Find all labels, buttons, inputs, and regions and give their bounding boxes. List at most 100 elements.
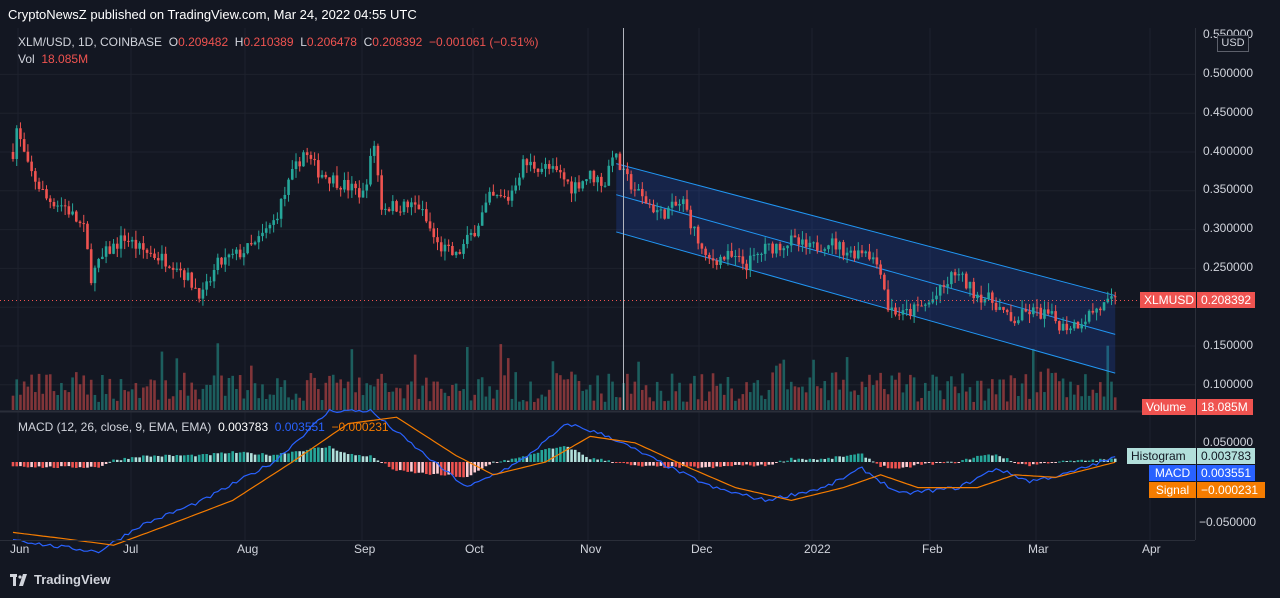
price-tick: 0.300000 [1203, 221, 1253, 235]
candle-body [432, 228, 436, 238]
volume-bar [551, 361, 555, 410]
volume-bar [227, 377, 231, 410]
histogram-bar [916, 462, 920, 464]
candle-body [26, 151, 30, 162]
volume-bar [101, 374, 104, 410]
tradingview-footer[interactable]: TradingView [10, 572, 110, 587]
candle-body [60, 205, 63, 207]
volume-bar [1069, 381, 1072, 410]
candle-body [253, 242, 257, 245]
candle-body [849, 250, 853, 253]
candle-body [924, 304, 927, 306]
histogram-bar [536, 452, 540, 462]
candle-body [875, 257, 879, 265]
symbol-legend[interactable]: XLM/USD, 1D, COINBASE O0.209482 H0.21038… [18, 35, 538, 49]
histogram-bar [708, 462, 711, 467]
histogram-bar [585, 456, 588, 462]
volume-bar [834, 372, 838, 410]
volume-bar [726, 376, 730, 410]
candle-body [395, 201, 398, 212]
candle-body [592, 170, 596, 183]
histogram-bar [82, 462, 86, 468]
histogram-bar [425, 462, 428, 475]
volume-bar [305, 380, 309, 410]
candle-body [104, 246, 108, 257]
candle-body [678, 204, 681, 206]
volume-bar [663, 401, 666, 410]
volume-bar [797, 387, 800, 410]
candle-body [890, 307, 894, 311]
time-label: Mar [1028, 542, 1049, 556]
volume-bar [1013, 378, 1016, 410]
candle-body [156, 258, 160, 261]
volume-bar [618, 397, 622, 410]
histogram-bar [856, 453, 860, 462]
symbol-name[interactable]: XLM/USD, 1D, COINBASE [18, 35, 163, 49]
volume-bar [168, 398, 171, 410]
volume-bar [696, 399, 700, 410]
candle-body [45, 189, 48, 199]
volume-bar [823, 381, 827, 410]
volume-bar [361, 395, 365, 410]
histogram-bar [253, 454, 257, 462]
candle-body [1072, 321, 1076, 329]
currency-button[interactable]: USD [1217, 35, 1249, 52]
histogram-bar [819, 458, 823, 462]
candle-body [693, 226, 696, 229]
histogram-bar [1061, 460, 1065, 462]
volume-bar [592, 400, 596, 410]
histogram-bar [957, 462, 961, 463]
macd-label[interactable]: MACD (12, 26, close, 9, EMA, EMA) [18, 420, 212, 434]
candle-body [197, 288, 201, 299]
candle-body [89, 249, 93, 284]
candle-body [521, 159, 525, 178]
histogram-bar [782, 461, 786, 463]
histogram-bar [674, 462, 678, 467]
histogram-bar [976, 455, 979, 462]
volume-bar [402, 398, 406, 410]
histogram-bar [1031, 462, 1035, 465]
volume-bar [60, 382, 63, 410]
volume-bar [56, 395, 59, 410]
volume-bar [63, 390, 67, 410]
histogram-bar [358, 454, 361, 462]
histogram-bar [514, 458, 517, 462]
candle-body [209, 281, 212, 283]
histogram-bar [890, 462, 894, 469]
volume-bar [41, 393, 45, 410]
candle-body [130, 239, 134, 242]
volume-bar [1002, 379, 1005, 410]
histogram-bar [655, 462, 659, 467]
volume-bar [220, 375, 223, 410]
candle-body [1065, 323, 1069, 331]
candle-body [797, 237, 800, 245]
histogram-bar [186, 454, 190, 462]
volume-bar [320, 400, 324, 410]
price-axis[interactable]: 0.550000 0.500000 0.450000 0.400000 0.35… [1199, 27, 1256, 529]
candle-body [935, 295, 938, 300]
macd-legend[interactable]: MACD (12, 26, close, 9, EMA, EMA) 0.0037… [18, 420, 389, 434]
volume-bar [406, 384, 410, 410]
candle-body [823, 249, 827, 251]
chart-canvas[interactable]: 0.550000 0.500000 0.450000 0.400000 0.35… [0, 27, 1280, 562]
volume-bar [842, 379, 845, 410]
volume-bar [771, 372, 774, 410]
volume-bar [715, 385, 719, 410]
histogram-bar [886, 462, 890, 469]
histogram-bar [629, 462, 633, 466]
volume-legend[interactable]: Vol 18.085M [18, 52, 88, 66]
volume-bar [425, 377, 428, 410]
candle-body [1017, 320, 1020, 324]
candle-body [346, 179, 350, 191]
candle-body [313, 158, 316, 161]
histogram-bar [428, 462, 432, 475]
volume-bar [897, 372, 901, 410]
histogram-bar [201, 454, 205, 462]
histogram-bar [626, 462, 629, 464]
histogram-bar [864, 457, 868, 462]
volume-bar [186, 395, 190, 410]
histogram-bar [149, 456, 153, 462]
candle-body [477, 225, 480, 237]
candle-body [1099, 308, 1102, 311]
time-axis[interactable]: Jun Jul Aug Sep Oct Nov Dec 2022 Feb Mar… [10, 542, 1161, 556]
